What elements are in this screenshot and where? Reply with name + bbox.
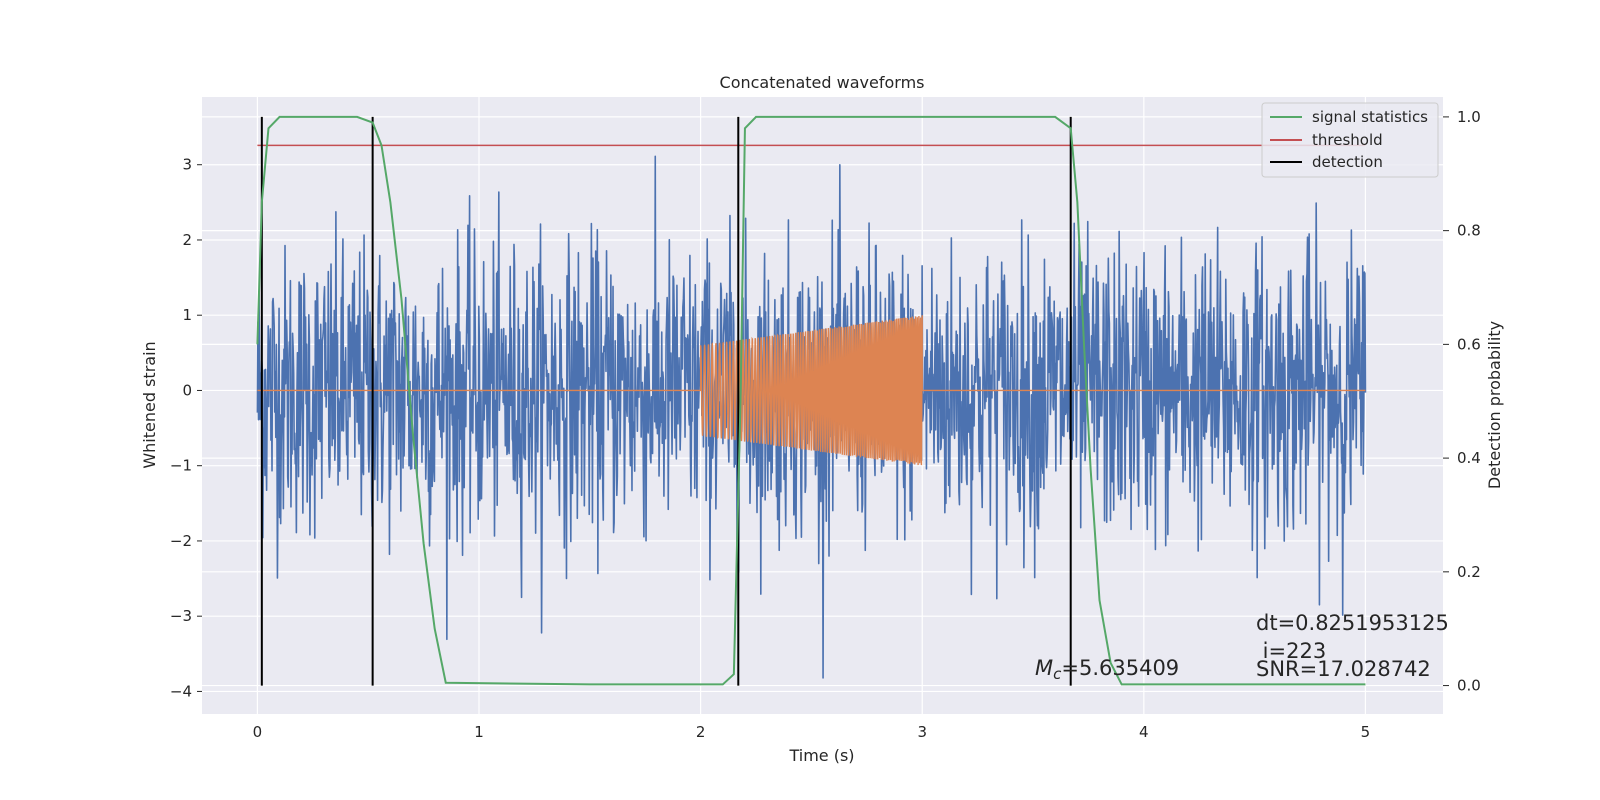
y-tick-label-right: 0.8 — [1457, 222, 1481, 240]
legend-label-detection: detection — [1312, 153, 1383, 171]
x-tick-label: 4 — [1139, 723, 1149, 741]
y-tick-label-left: 1 — [182, 306, 192, 324]
annotation-mc-symbol: M — [1035, 656, 1053, 680]
y-tick-label-left: −3 — [170, 607, 192, 625]
legend-label-signal-statistics: signal statistics — [1312, 108, 1428, 126]
annotation-snr: SNR=17.028742 — [1256, 657, 1431, 681]
y-tick-label-left: 3 — [182, 156, 192, 174]
chart-title: Concatenated waveforms — [720, 73, 925, 92]
plot-area — [256, 115, 1367, 686]
y-tick-label-left: −1 — [170, 457, 192, 475]
y-tick-label-right: 0.2 — [1457, 563, 1481, 581]
x-axis-ticks: 0 1 2 3 4 5 — [253, 723, 1371, 741]
y-tick-label-left: 0 — [182, 381, 192, 399]
y-tick-label-right: 0.0 — [1457, 677, 1481, 695]
x-tick-label: 2 — [696, 723, 706, 741]
x-tick-label: 1 — [474, 723, 484, 741]
y-tick-label-right: 0.6 — [1457, 335, 1481, 353]
legend: signal statistics threshold detection — [1261, 102, 1439, 178]
x-tick-label: 3 — [917, 723, 927, 741]
y-tick-label-left: −2 — [170, 532, 192, 550]
y-tick-label-left: 2 — [182, 231, 192, 249]
legend-label-threshold: threshold — [1312, 131, 1383, 149]
y-axis-right-label: Detection probability — [1485, 321, 1504, 489]
annotation-mc: Mc=5.635409 — [1035, 656, 1179, 683]
y-tick-label-right: 0.4 — [1457, 449, 1481, 467]
y-tick-label-left: −4 — [170, 682, 192, 700]
annotation-i: i=223 — [1256, 639, 1326, 663]
y-axis-left-label: Whitened strain — [140, 341, 159, 468]
annotation-mc-value: =5.635409 — [1061, 656, 1179, 680]
y-axis-right-ticks: 0.0 0.2 0.4 0.6 0.8 1.0 — [1443, 108, 1481, 695]
series-signal-statistics-line — [256, 115, 1366, 686]
annotation-mc-subscript: c — [1053, 665, 1062, 683]
x-tick-label: 0 — [253, 723, 263, 741]
x-axis-label: Time (s) — [788, 746, 854, 765]
legend-box — [1261, 102, 1439, 178]
x-tick-label: 5 — [1361, 723, 1371, 741]
y-tick-label-right: 1.0 — [1457, 108, 1481, 126]
y-axis-left-ticks: −4 −3 −2 −1 0 1 2 3 — [170, 156, 202, 700]
annotation-dt: dt=0.8251953125 — [1256, 611, 1449, 635]
